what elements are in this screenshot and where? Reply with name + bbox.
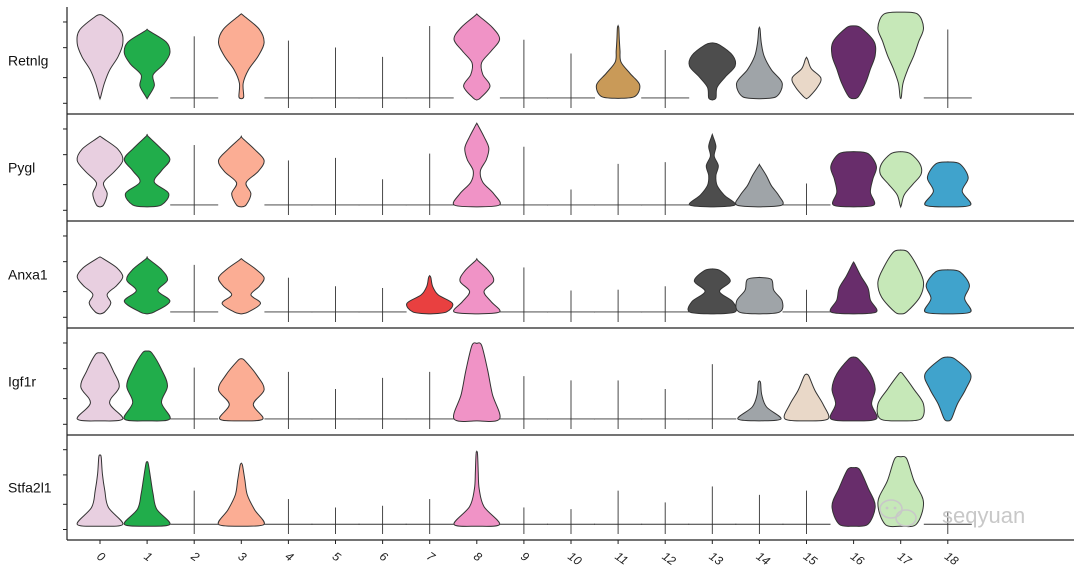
violin-0 (76, 14, 124, 101)
x-tick-label: 2 (188, 548, 203, 564)
violin-1 (123, 255, 171, 315)
watermark: seqyuan (879, 499, 1025, 528)
violin-13 (688, 132, 736, 208)
violin-18 (924, 161, 972, 208)
violin-16 (829, 261, 878, 315)
gene-panel-pygl: Pygl (8, 122, 1074, 222)
x-tick-label: 9 (518, 549, 532, 564)
violin-1 (123, 350, 171, 422)
x-tick-label: 0 (94, 549, 108, 564)
x-tick-label: 12 (659, 549, 678, 567)
violin-3 (217, 135, 265, 208)
x-tick-label: 7 (424, 549, 439, 565)
violin-17 (877, 455, 925, 528)
wechat-icon (879, 499, 917, 527)
violin-17 (876, 371, 925, 422)
x-tick-label: 5 (330, 549, 344, 564)
violin-14 (735, 25, 783, 100)
x-tick-label: 16 (848, 549, 867, 567)
violin-1 (123, 460, 171, 527)
gene-label: Igf1r (8, 374, 36, 390)
violin-8 (453, 257, 501, 315)
x-tick-label: 3 (236, 549, 250, 564)
violin-14 (735, 163, 784, 208)
violin-11 (595, 24, 641, 99)
gene-panel-stfa2l1: Stfa2l1 (8, 449, 1074, 541)
x-tick-label: 13 (707, 549, 726, 567)
violin-17 (877, 249, 925, 315)
violin-8 (452, 122, 501, 208)
x-tick-label: 17 (895, 549, 915, 567)
violin-16 (830, 25, 877, 100)
violin-3 (217, 13, 265, 100)
violin-16 (831, 467, 876, 527)
violin-0 (76, 256, 124, 315)
violin-17 (877, 11, 925, 100)
violin-14 (735, 276, 784, 315)
violin-15 (783, 373, 830, 422)
x-tick-label: 11 (612, 549, 630, 567)
watermark-text: seqyuan (942, 503, 1025, 528)
violin-7 (406, 274, 454, 315)
violin-3 (217, 257, 265, 315)
x-tick-label: 4 (283, 549, 297, 564)
violin-3 (217, 358, 265, 422)
x-axis: 0 1 2 3 4 5 6 7 8 9 10 11 12 13 14 15 16 17 18 (94, 540, 961, 567)
x-tick-label: 1 (141, 549, 155, 564)
violin-13 (687, 268, 738, 315)
x-tick-label: 10 (565, 549, 584, 567)
violin-8 (453, 13, 501, 101)
violin-8 (452, 342, 501, 422)
violin-1 (123, 133, 171, 208)
violin-14 (737, 380, 782, 422)
violin-18 (924, 356, 972, 422)
gene-label: Retnlg (8, 53, 48, 69)
x-tick-label: 6 (377, 549, 391, 564)
violin-16 (829, 356, 878, 422)
x-tick-label: 15 (801, 549, 820, 567)
x-tick-label: 14 (754, 549, 773, 567)
violin-0 (76, 352, 124, 422)
gene-label: Pygl (8, 160, 35, 176)
x-tick-label: 18 (942, 549, 961, 567)
violin-16 (830, 151, 878, 208)
gene-label: Anxa1 (8, 267, 48, 283)
gene-panel-anxa1: Anxa1 (8, 235, 1074, 329)
violin-3 (217, 462, 265, 527)
violin-0 (76, 135, 124, 208)
gene-panel-retnlg: Retnlg (8, 11, 1074, 115)
violin-1 (123, 28, 171, 100)
violin-18 (923, 269, 972, 315)
gene-panel-igf1r: Igf1r (8, 342, 1074, 436)
x-tick-label: 8 (471, 549, 485, 564)
violin-8 (453, 450, 501, 527)
violin-15 (791, 56, 822, 100)
violin-0 (76, 454, 124, 527)
gene-label: Stfa2l1 (8, 480, 52, 496)
gene-panels: Retnlg Pygl Anxa1 Igf1r Stfa2l1 (8, 7, 1074, 541)
violin-13 (688, 42, 737, 101)
violin-17 (879, 151, 923, 209)
